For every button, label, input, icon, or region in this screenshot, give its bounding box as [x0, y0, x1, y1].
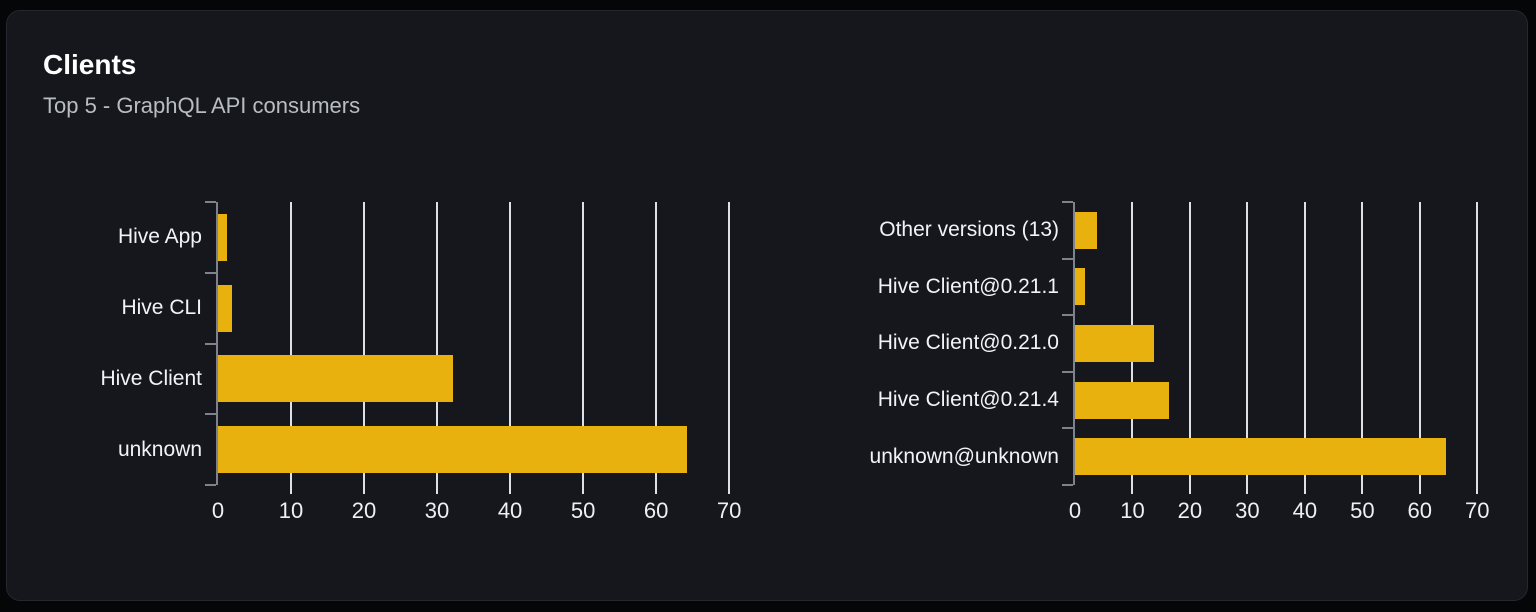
y-axis-tick	[205, 484, 216, 486]
clients-card: Clients Top 5 - GraphQL API consumers Hi…	[6, 10, 1528, 601]
bar-row	[1075, 259, 1491, 316]
gridline	[1361, 202, 1364, 494]
gridline	[363, 202, 366, 494]
client-versions-bar-chart: Other versions (13) Hive Client@0.21.1 Hiv…	[767, 201, 1491, 523]
x-axis-tick-label: 50	[1350, 498, 1375, 523]
x-axis-tick-label: 20	[1177, 498, 1203, 523]
y-axis-tick	[1062, 427, 1073, 430]
gridline	[290, 202, 293, 494]
plot-area: 0 10 20 30 40 50 60 70	[205, 201, 767, 523]
bar[interactable]	[218, 284, 232, 332]
x-axis-tick-label: 40	[497, 498, 523, 523]
x-axis-tick-label: 20	[351, 498, 377, 523]
gridline	[436, 202, 439, 494]
category-label: Other versions (13)	[879, 218, 1059, 242]
category-label: Hive Client@0.21.0	[877, 331, 1059, 355]
y-axis-tick	[205, 201, 216, 203]
y-axis-tick	[1062, 484, 1073, 486]
category-label: Hive Client	[100, 366, 202, 390]
y-axis-labels: Hive App Hive CLI Hive Client unknown	[43, 202, 216, 485]
y-axis-tick	[205, 413, 216, 416]
y-axis-labels: Other versions (13) Hive Client@0.21.1 Hiv…	[767, 202, 1073, 485]
x-axis-tick-label: 10	[278, 498, 304, 523]
bar-row	[218, 273, 767, 344]
gridline	[582, 202, 585, 494]
category-label: unknown@unknown	[869, 444, 1059, 468]
gridline	[655, 202, 658, 494]
y-axis-tick	[205, 342, 216, 345]
x-axis-tick-label: 60	[1407, 498, 1433, 523]
category-label: Hive CLI	[121, 296, 202, 320]
x-axis-tick-label: 30	[1235, 498, 1260, 523]
x-axis-tick-label: 60	[643, 498, 669, 523]
bar-row	[1075, 428, 1491, 485]
x-axis-tick-label: 0	[211, 498, 225, 523]
card-subtitle: Top 5 - GraphQL API consumers	[43, 93, 361, 118]
card-title: Clients	[43, 49, 137, 80]
x-axis-tick-label: 10	[1120, 498, 1145, 523]
category-label: Hive App	[117, 225, 202, 249]
category-label: unknown	[117, 437, 202, 461]
x-axis-tick-label: 0	[1068, 498, 1082, 523]
bar-row	[1075, 202, 1491, 259]
bar-rows	[218, 202, 767, 485]
y-axis-tick	[1062, 370, 1073, 373]
gridline	[509, 202, 512, 494]
bar[interactable]	[1075, 211, 1098, 249]
bar-row	[1075, 315, 1491, 372]
x-axis-tick-label: 50	[570, 498, 596, 523]
x-axis-labels: 0 10 20 30 40 50 60 70	[212, 498, 767, 526]
bar-row	[218, 414, 767, 485]
bar[interactable]	[218, 355, 454, 403]
card-header: Clients Top 5 - GraphQL API consumers	[43, 49, 1491, 119]
charts-row: Hive App Hive CLI Hive Client unknown 0 10 20 3…	[43, 201, 1491, 523]
bar[interactable]	[1075, 438, 1446, 476]
bar-row	[218, 344, 767, 415]
gridline	[1246, 202, 1249, 494]
bar-row	[218, 202, 767, 273]
gridline	[1188, 202, 1191, 494]
x-axis-tick-label: 30	[424, 498, 450, 523]
x-axis-tick-label: 70	[716, 498, 742, 523]
bar[interactable]	[218, 213, 228, 261]
bar-rows	[1075, 202, 1491, 485]
y-axis-tick	[1062, 314, 1073, 317]
x-axis-tick-label: 40	[1292, 498, 1318, 523]
gridline	[1418, 202, 1421, 494]
bar[interactable]	[1075, 381, 1170, 419]
gridline	[1476, 202, 1479, 494]
category-label: Hive Client@0.21.4	[877, 388, 1059, 412]
y-axis-tick	[205, 271, 216, 274]
plot-area: 0 10 20 30 40 50 60 70	[1062, 201, 1491, 523]
bar[interactable]	[218, 426, 688, 474]
clients-bar-chart: Hive App Hive CLI Hive Client unknown 0 10 20 3…	[43, 201, 767, 523]
bar[interactable]	[1075, 268, 1086, 306]
x-axis-tick-label: 70	[1465, 498, 1490, 523]
bar[interactable]	[1075, 324, 1154, 362]
gridline	[728, 202, 731, 494]
gridline	[1303, 202, 1306, 494]
y-axis-tick	[1062, 257, 1073, 260]
x-axis-labels: 0 10 20 30 40 50 60 70	[1069, 498, 1491, 526]
y-axis-tick	[1062, 201, 1073, 203]
category-label: Hive Client@0.21.1	[877, 274, 1059, 298]
bar-row	[1075, 372, 1491, 429]
